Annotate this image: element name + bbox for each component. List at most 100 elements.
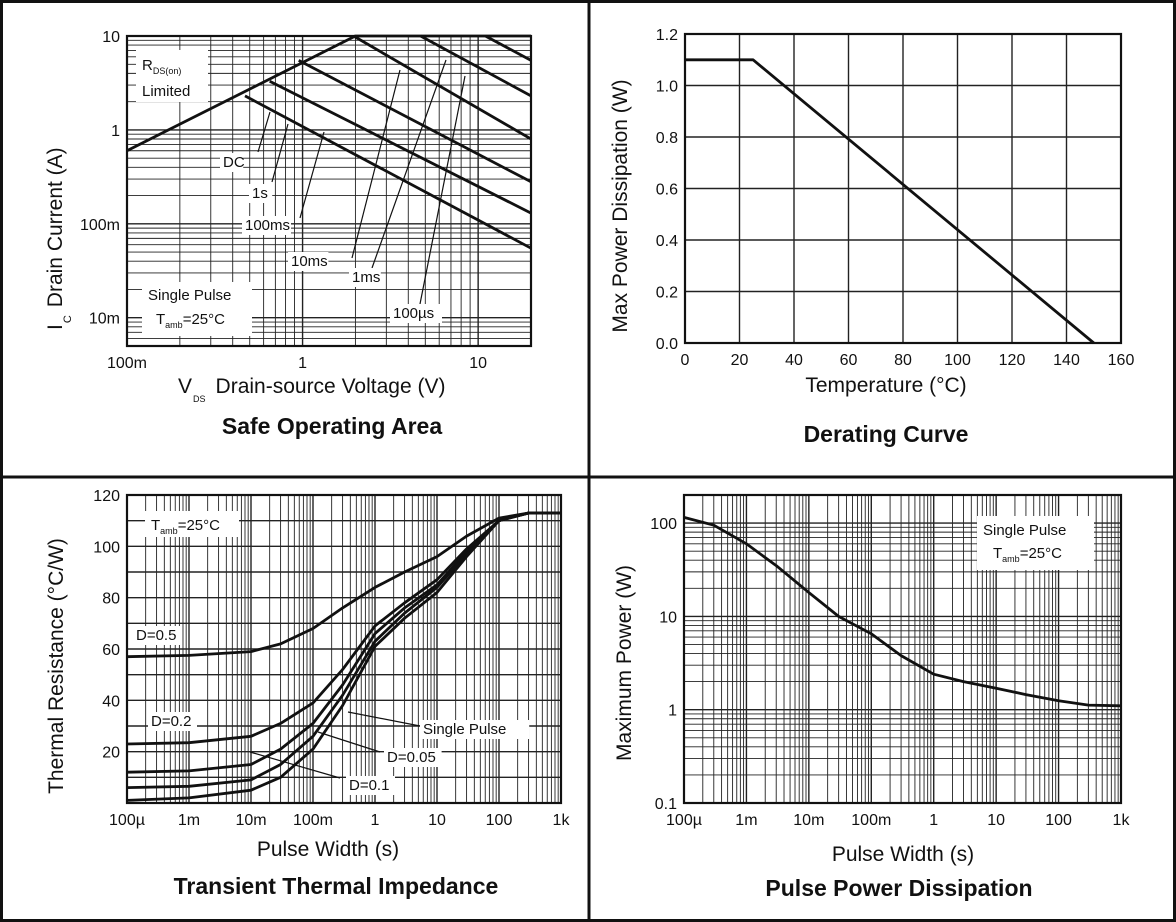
annotation-1s-bg — [249, 184, 273, 203]
transient-thermal-impedance-chart: 100µ 1m 10m 100m 1 10 100 1k 20 40 60 80 100 120 D=0.5… — [93, 488, 570, 829]
soa-curve-4 — [352, 34, 532, 141]
condition-note-bg — [977, 516, 1094, 570]
annotation-d005-bg — [384, 748, 442, 767]
y-tick-label: 1 — [111, 123, 120, 140]
thermal-curve-0 — [126, 511, 561, 659]
x-tick-label: 100 — [1045, 812, 1072, 829]
y-tick-label: 0.0 — [656, 336, 678, 353]
x-tick-label: 1 — [929, 812, 938, 829]
leader-line — [371, 59, 447, 269]
pulse-power-x-axis-label: Pulse Width (s) — [832, 843, 974, 866]
y-tick-label: 1 — [668, 703, 677, 720]
annotation-d02-bg — [148, 712, 197, 731]
annotation-dc-bg — [220, 153, 244, 172]
x-tick-label: 10 — [987, 812, 1005, 829]
annotation-d02: D=0.2 — [151, 713, 191, 730]
pulse-power-curve-0 — [683, 516, 1122, 708]
leader-line — [257, 111, 271, 153]
annotation-dc: DC — [223, 154, 245, 171]
plot-frame — [125, 493, 563, 805]
derating-x-axis-label: Temperature (°C) — [805, 374, 966, 397]
y-tick-label: 80 — [102, 591, 120, 608]
chart-title-thermal: Transient Thermal Impedance — [174, 873, 499, 899]
y-tick-label: 40 — [102, 693, 120, 710]
x-tick-label: 100µ — [109, 812, 145, 829]
x-tick-label: 160 — [1108, 352, 1135, 369]
annotation-d05: D=0.5 — [136, 627, 176, 644]
condition-note-bg — [142, 282, 252, 336]
condition-note-line1: Single Pulse — [148, 287, 231, 304]
annotation-d005: D=0.05 — [387, 749, 436, 766]
rds-note-bg — [136, 50, 208, 102]
annotation-d05-bg — [133, 626, 182, 645]
thermal-curve-4 — [126, 511, 561, 802]
safe-operating-area-chart: 100m 1 10 10m 100m 1 10 DC 1s 100ms 10ms 1ms 100µs RD… — [80, 29, 533, 372]
condition-note-line2: Tamb=25°C — [993, 545, 1062, 564]
x-tick-label: 40 — [785, 352, 803, 369]
y-tick-label: 1.2 — [656, 27, 678, 44]
soa-curve-3 — [298, 59, 532, 184]
derating-curve-chart: 0 20 40 60 80 100 120 140 160 0.0 0.2 0.4 0.6 0.8 1.0 1… — [656, 27, 1135, 369]
x-tick-label: 1k — [1113, 812, 1131, 829]
annotation-10ms: 10ms — [291, 253, 328, 270]
y-tick-label: 10 — [659, 609, 677, 626]
x-tick-label: 100µ — [666, 812, 702, 829]
chart-title-soa: Safe Operating Area — [222, 413, 442, 439]
rds-note: RDS(on) — [142, 57, 181, 76]
x-tick-label: 100m — [851, 812, 891, 829]
x-tick-label: 1m — [735, 812, 757, 829]
x-tick-label: 1k — [553, 812, 571, 829]
soa-y-axis-label: ICDrain Current (A) — [44, 147, 74, 330]
x-tick-label: 0 — [681, 352, 690, 369]
leader-lines — [257, 59, 466, 305]
y-tick-label: 100 — [650, 516, 677, 533]
annotation-single-pulse-bg — [420, 720, 530, 739]
rds-note-line2: Limited — [142, 83, 190, 100]
x-tick-label: 10m — [235, 812, 266, 829]
y-tick-label: 120 — [93, 488, 120, 505]
leader-lines — [249, 711, 421, 779]
annotation-10ms-bg — [288, 252, 329, 271]
chart-title-pulse-power: Pulse Power Dissipation — [765, 875, 1032, 901]
soa-x-axis-label: VDSDrain-source Voltage (V) — [178, 375, 445, 404]
plot-frame — [682, 493, 1123, 805]
soa-curve-1 — [244, 94, 532, 250]
y-tick-label: 0.6 — [656, 182, 678, 199]
condition-note-bg — [145, 511, 239, 537]
y-tick-label: 0.1 — [655, 796, 677, 813]
chart-title-derating: Derating Curve — [804, 421, 969, 447]
y-tick-label: 0.2 — [656, 285, 678, 302]
annotation-100us: 100µs — [393, 305, 434, 322]
condition-note-line2: Tamb=25°C — [156, 311, 225, 330]
annotation-single-pulse: Single Pulse — [423, 721, 506, 738]
annotation-100ms: 100ms — [245, 217, 290, 234]
condition-note: Tamb=25°C — [151, 517, 220, 536]
y-tick-label: 100 — [93, 539, 120, 556]
x-tick-label: 1 — [371, 812, 380, 829]
leader-line — [347, 711, 421, 727]
derating-y-axis-label: Max Power Dissipation (W) — [609, 79, 632, 332]
y-tick-label: 100m — [80, 217, 120, 234]
x-tick-label: 60 — [840, 352, 858, 369]
x-tick-label: 100 — [944, 352, 971, 369]
x-tick-label: 100 — [486, 812, 513, 829]
annotation-100ms-bg — [242, 216, 291, 235]
leader-line — [317, 731, 381, 753]
x-tick-label: 1 — [298, 355, 307, 372]
x-tick-label: 1m — [178, 812, 200, 829]
x-tick-label: 100m — [107, 355, 147, 372]
y-tick-label: 0.4 — [656, 233, 678, 250]
y-tick-label: 60 — [102, 642, 120, 659]
annotation-1ms-bg — [349, 268, 381, 287]
y-tick-label: 0.8 — [656, 130, 678, 147]
thermal-x-axis-label: Pulse Width (s) — [257, 838, 399, 861]
leader-line — [299, 131, 325, 219]
leader-line — [249, 751, 341, 779]
plot-frame — [683, 32, 1123, 345]
x-tick-label: 20 — [731, 352, 749, 369]
x-tick-label: 80 — [894, 352, 912, 369]
derating-line-0 — [685, 58, 1095, 345]
x-tick-label: 10 — [428, 812, 446, 829]
